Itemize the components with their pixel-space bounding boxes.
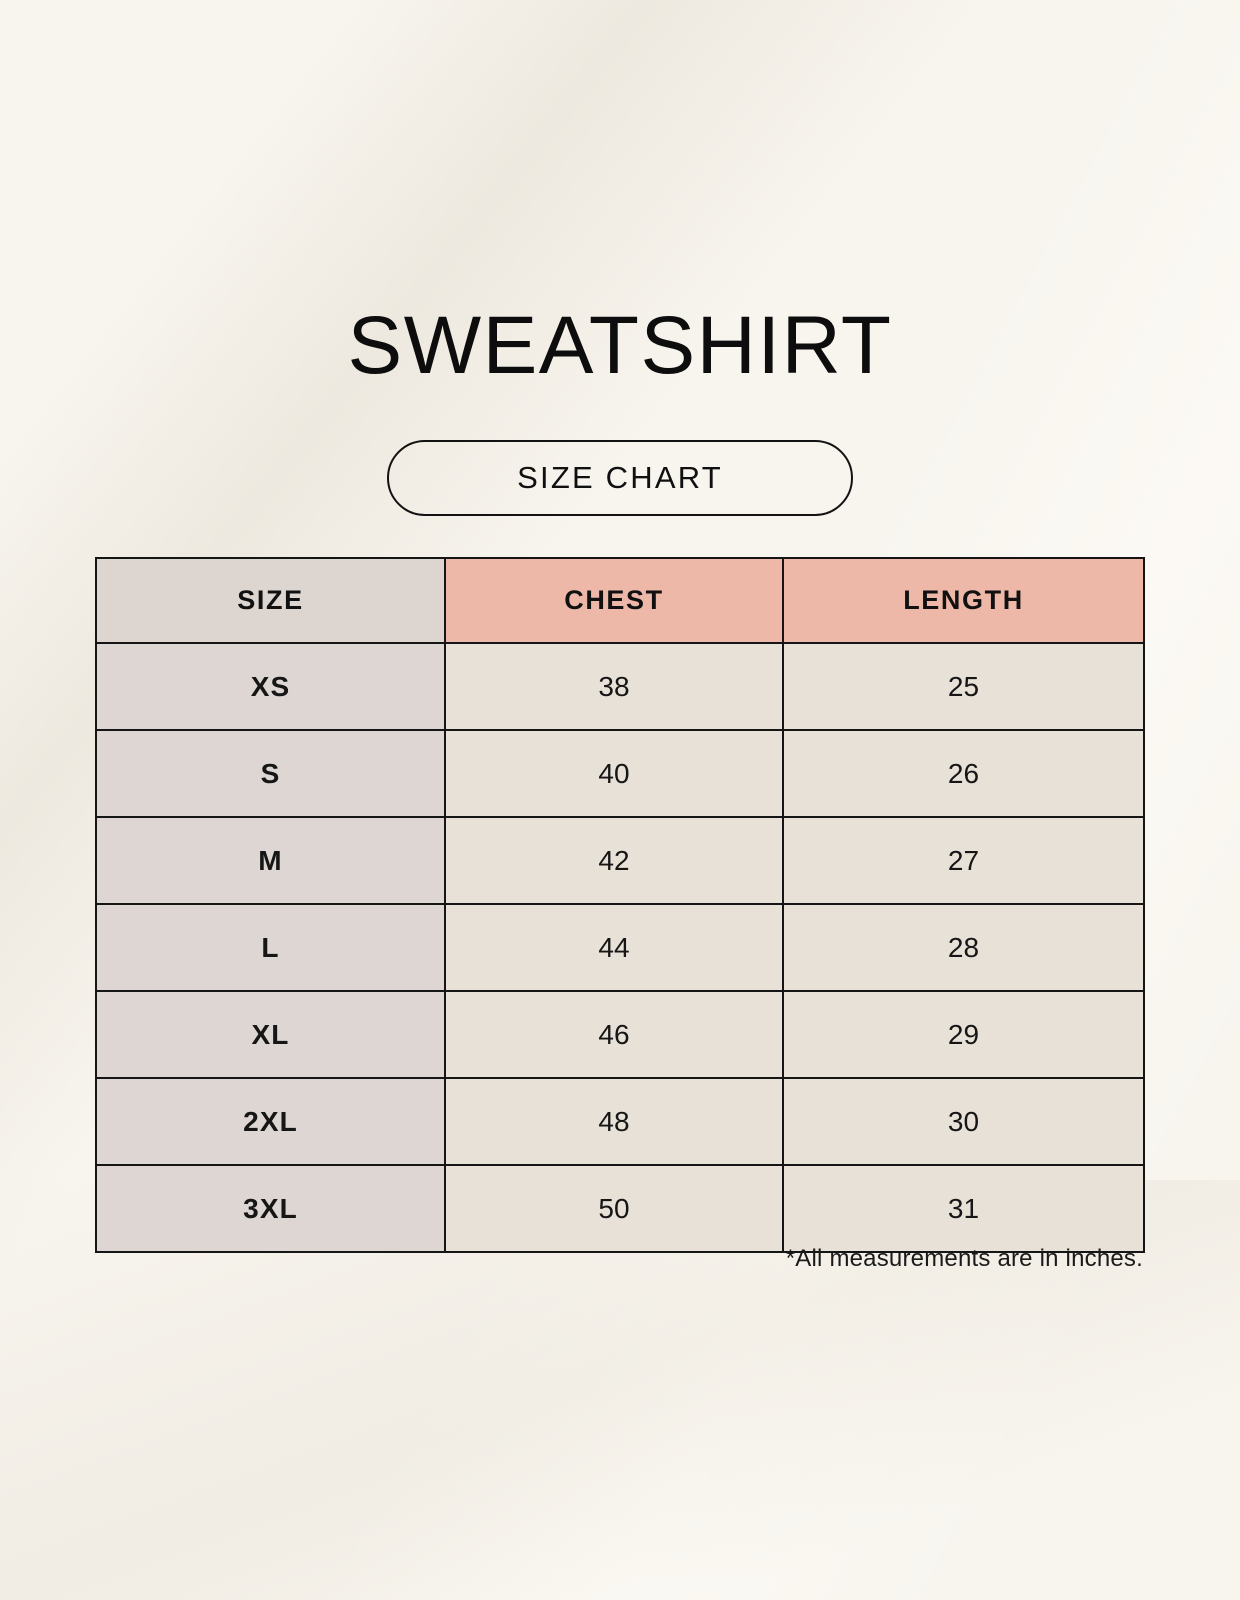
column-header-length: LENGTH (782, 557, 1145, 644)
cell-length: 26 (782, 729, 1145, 818)
cell-length: 29 (782, 990, 1145, 1079)
cell-length: 31 (782, 1164, 1145, 1253)
page-title: SWEATSHIRT (347, 300, 893, 391)
cell-size: XS (95, 642, 446, 731)
column-header-chest: CHEST (444, 557, 784, 644)
table-row: 3XL 50 31 (95, 1164, 1145, 1253)
cell-length: 25 (782, 642, 1145, 731)
size-chart-table: SIZE CHEST LENGTH XS 38 25 S 40 26 M 42 … (95, 557, 1145, 1253)
column-header-size: SIZE (95, 557, 446, 644)
cell-chest: 48 (444, 1077, 784, 1166)
cell-size: S (95, 729, 446, 818)
cell-chest: 44 (444, 903, 784, 992)
table-header-row: SIZE CHEST LENGTH (95, 557, 1145, 644)
measurement-unit-note: *All measurements are in inches. (785, 1245, 1143, 1272)
table-row: 2XL 48 30 (95, 1077, 1145, 1166)
table-row: M 42 27 (95, 816, 1145, 905)
table-row: S 40 26 (95, 729, 1145, 818)
cell-chest: 38 (444, 642, 784, 731)
cell-size: M (95, 816, 446, 905)
badge-container: SIZE CHART (0, 440, 1240, 516)
table-header: SIZE CHEST LENGTH (95, 557, 1145, 644)
table-row: L 44 28 (95, 903, 1145, 992)
cell-size: XL (95, 990, 446, 1079)
cell-size: L (95, 903, 446, 992)
cell-chest: 42 (444, 816, 784, 905)
cell-chest: 50 (444, 1164, 784, 1253)
table-body: XS 38 25 S 40 26 M 42 27 L 44 28 XL 46 (95, 642, 1145, 1253)
cell-size: 3XL (95, 1164, 446, 1253)
cell-chest: 40 (444, 729, 784, 818)
size-chart-badge: SIZE CHART (387, 440, 853, 516)
cell-length: 28 (782, 903, 1145, 992)
cell-size: 2XL (95, 1077, 446, 1166)
table-row: XL 46 29 (95, 990, 1145, 1079)
cell-chest: 46 (444, 990, 784, 1079)
cell-length: 30 (782, 1077, 1145, 1166)
table-row: XS 38 25 (95, 642, 1145, 731)
cell-length: 27 (782, 816, 1145, 905)
